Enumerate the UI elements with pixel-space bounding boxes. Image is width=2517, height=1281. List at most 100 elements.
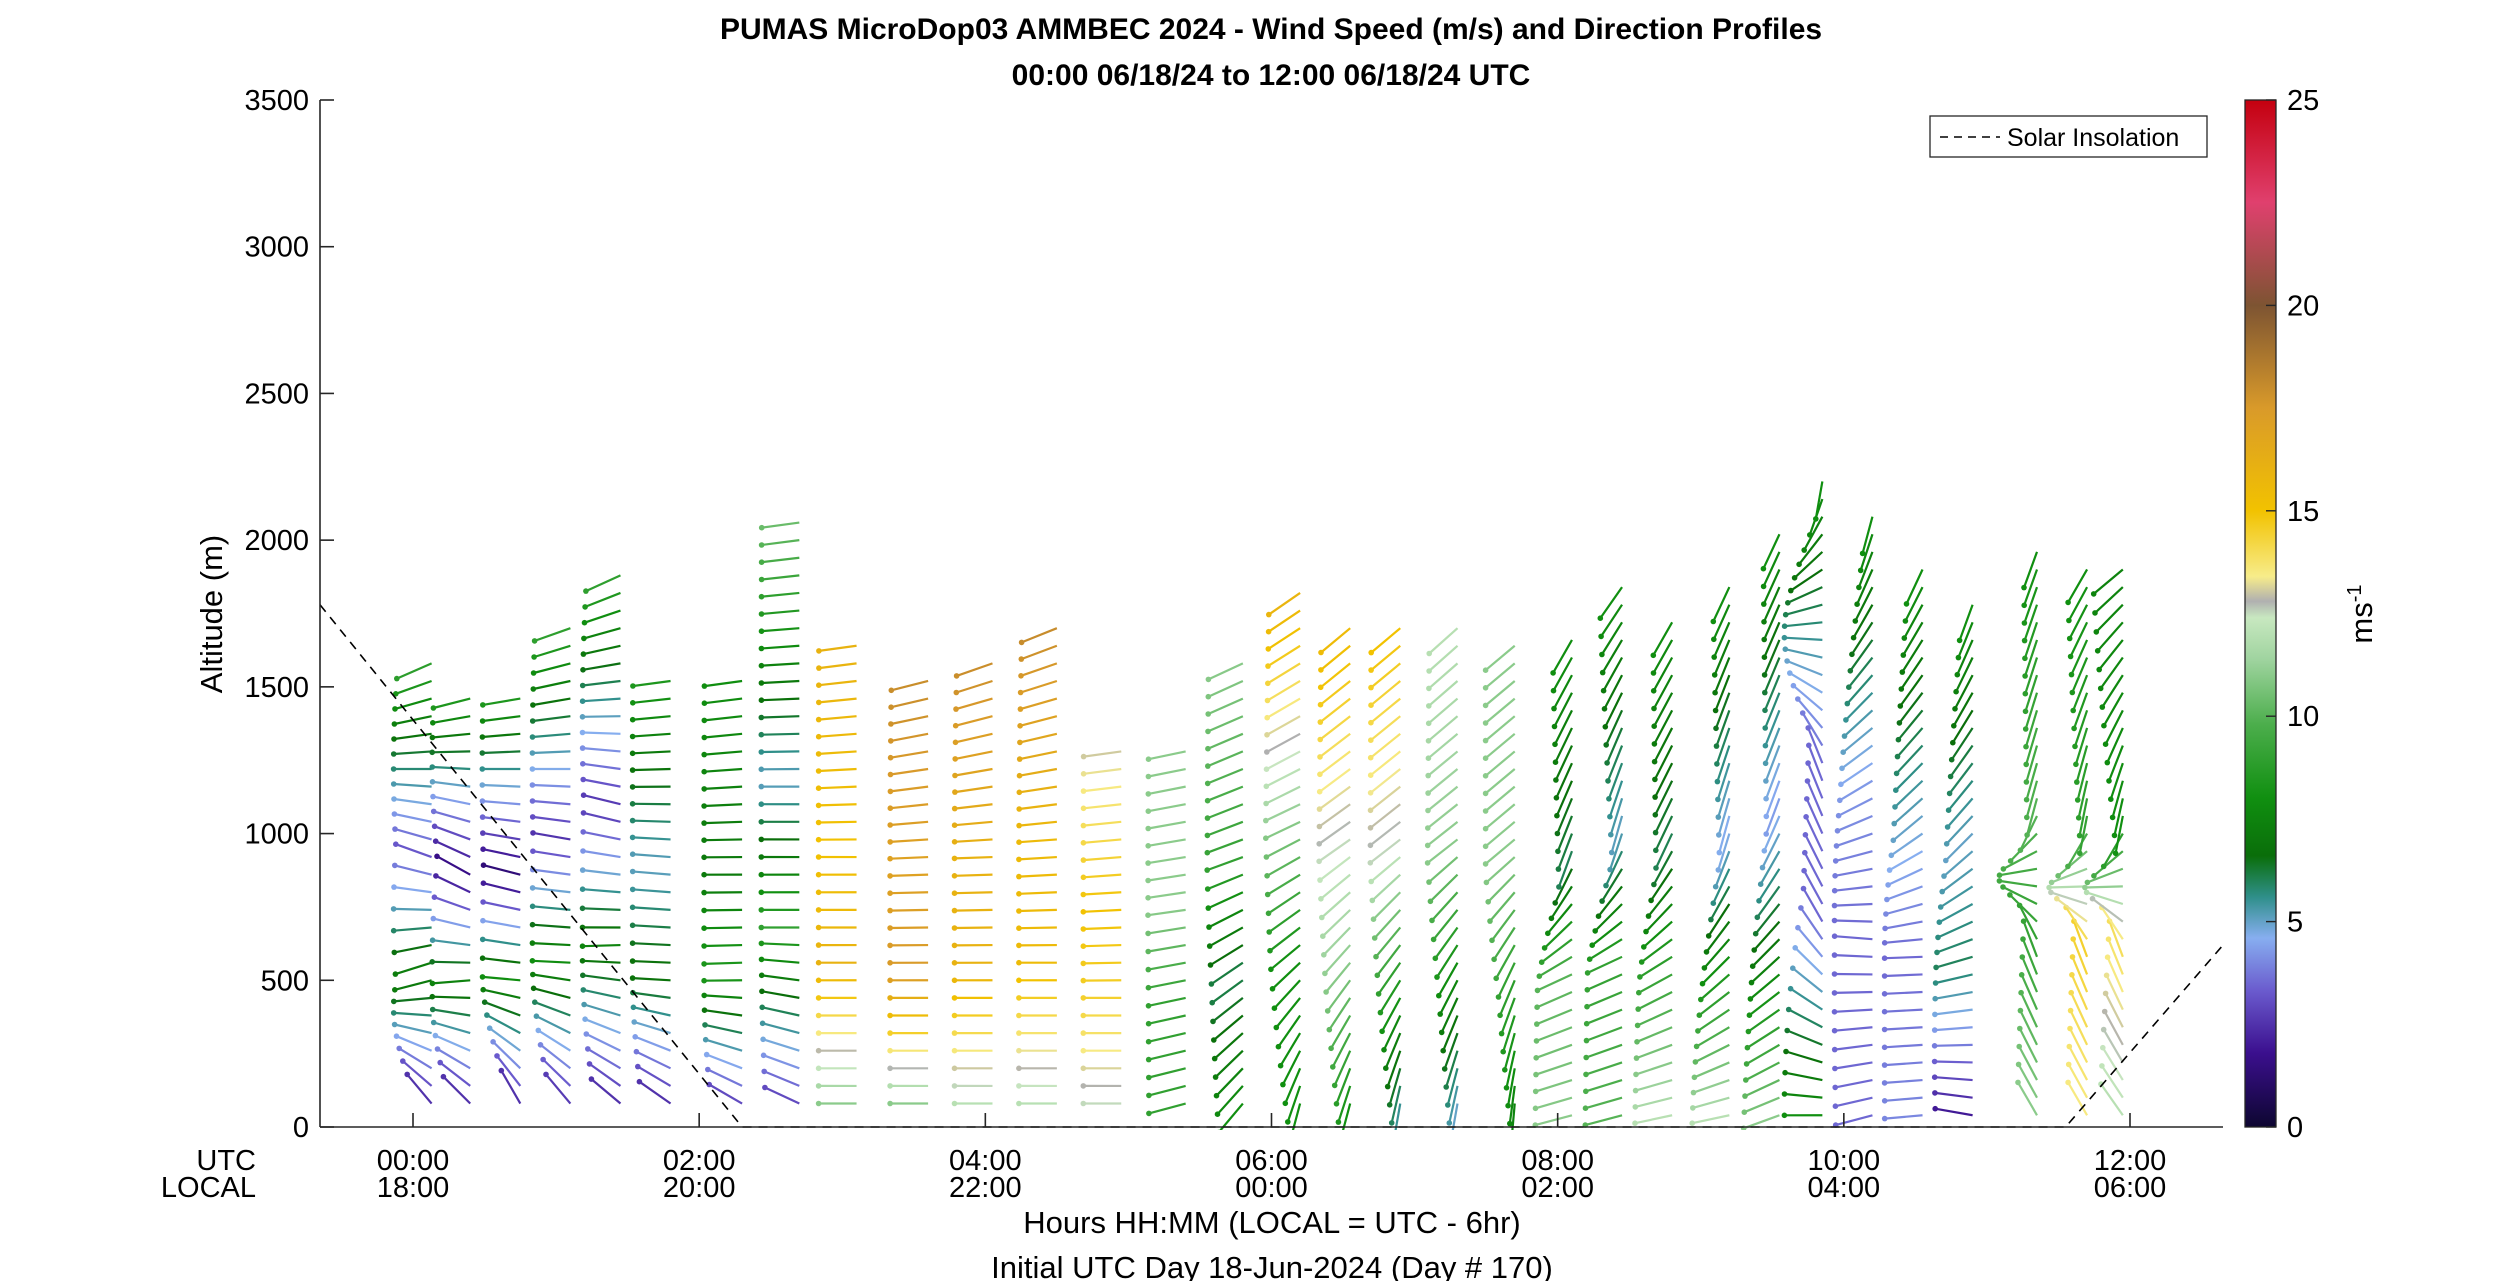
wind-barb-tip	[815, 1083, 822, 1089]
wind-barb-tip	[1715, 814, 1722, 820]
wind-barb-shaft	[761, 958, 800, 964]
wind-barb-tip	[1204, 797, 1211, 804]
wind-barb-shaft	[1209, 926, 1244, 948]
wind-barb-tip	[2022, 726, 2029, 732]
y-tick-label: 3500	[244, 85, 309, 117]
wind-barb-tip	[1503, 1085, 1510, 1091]
wind-barb-shaft	[707, 1068, 743, 1087]
colorbar-tick-label: 15	[2287, 496, 2319, 528]
wind-barb-shaft	[1267, 644, 1301, 668]
wind-barb-shaft	[1949, 744, 1974, 778]
wind-barb-shaft	[1703, 938, 1731, 969]
wind-barb-shaft	[393, 750, 432, 756]
wind-barb-tip	[1762, 707, 1768, 714]
wind-barb-shaft	[1937, 920, 1974, 939]
wind-barb-shaft	[582, 974, 621, 982]
wind-barb-tip	[701, 992, 707, 999]
x-axis-label-line-1: Hours HH:MM (LOCAL = UTC - 6hr)	[1023, 1205, 1521, 1240]
wind-barb-tip	[887, 995, 893, 1001]
wind-barb-tip	[1205, 905, 1212, 911]
wind-barb-shaft	[1765, 780, 1781, 817]
wind-barb-shaft	[1634, 1114, 1673, 1125]
wind-barb-tip	[1795, 696, 1801, 702]
wind-barb-tip	[701, 854, 707, 861]
wind-barb-shaft	[1653, 692, 1674, 727]
wind-barb-tip	[2020, 936, 2026, 942]
wind-barb-shaft	[1697, 1008, 1730, 1032]
wind-barb-shaft	[954, 750, 993, 760]
wind-barb-tip	[1846, 684, 1852, 690]
wind-barb-shaft	[1484, 715, 1516, 742]
wind-barb-tip	[1209, 999, 1215, 1006]
wind-barb-shaft	[1018, 838, 1057, 844]
wind-barb-tip	[1692, 1059, 1699, 1065]
wind-barb-shaft	[954, 785, 993, 794]
wind-barb-tip	[701, 768, 707, 775]
wind-barb-shaft	[1842, 727, 1874, 754]
wind-barb-tip	[2096, 666, 2102, 673]
x-tick-label-utc: 04:00	[949, 1145, 1022, 1177]
wind-barb-shaft	[1554, 727, 1573, 763]
wind-barb-tip	[815, 733, 822, 740]
wind-barb-tip	[1881, 1044, 1888, 1051]
wind-barb-tip	[1145, 966, 1152, 973]
wind-barb-tip	[887, 942, 893, 949]
wind-barb-tip	[530, 985, 537, 992]
wind-barb-tip	[430, 793, 436, 800]
wind-barb-tip	[1833, 843, 1840, 849]
wind-barb-shaft	[1764, 745, 1781, 782]
wind-barb-tip	[2111, 832, 2118, 839]
wind-barb-tip	[1937, 904, 1944, 910]
wind-barb-shaft	[1936, 938, 1973, 954]
wind-barb-tip	[887, 822, 893, 828]
wind-barb-tip	[1650, 688, 1657, 694]
wind-barb-tip	[1080, 822, 1087, 829]
wind-barb-tip	[1796, 561, 1802, 568]
wind-barb-shaft	[1884, 1008, 1923, 1013]
wind-barb-shaft	[1647, 885, 1673, 917]
wind-barb-shaft	[1543, 920, 1573, 949]
wind-barb-tip	[888, 687, 895, 694]
wind-barb-tip	[1550, 670, 1556, 676]
wind-barb-shaft	[704, 785, 743, 790]
wind-barb-shaft	[632, 906, 671, 911]
wind-barb-tip	[2074, 797, 2081, 803]
wind-barb-tip	[1017, 723, 1023, 729]
wind-barb-tip	[1145, 825, 1151, 832]
wind-barb-shaft	[1934, 1091, 1973, 1099]
wind-barb-tip	[529, 885, 536, 891]
wind-barb-shaft	[1707, 903, 1731, 937]
wind-barb-tip	[2100, 863, 2107, 870]
wind-barb-tip	[887, 839, 893, 845]
wind-barb-tip	[636, 1078, 643, 1085]
wind-barb-tip	[1381, 1047, 1387, 1053]
wind-barb-shaft	[890, 908, 929, 912]
wind-barb-shaft	[704, 1009, 743, 1017]
wind-barb-shaft	[1884, 920, 1923, 930]
wind-barb-tip	[1324, 1008, 1331, 1014]
wind-barb-tip	[1145, 1003, 1152, 1009]
wind-barb-shaft	[582, 778, 621, 788]
wind-barb-shaft	[1712, 604, 1731, 640]
wind-barb-tip	[433, 873, 439, 879]
wind-barb-tip	[1204, 780, 1211, 787]
wind-barb-shaft	[1934, 1026, 1973, 1032]
wind-barb-shaft	[761, 732, 800, 736]
wind-barb-shaft	[1834, 885, 1873, 892]
wind-barb-tip	[1375, 991, 1382, 997]
wind-barb-tip	[2100, 1026, 2107, 1033]
wind-barb-shaft	[394, 943, 432, 954]
wind-barb-tip	[1211, 1055, 1218, 1062]
wind-barb-shaft	[954, 855, 993, 860]
wind-barb-shaft	[818, 803, 857, 807]
wind-barb-shaft	[890, 873, 929, 877]
wind-barb-shaft	[706, 1053, 743, 1070]
wind-barb-shaft	[1934, 1060, 1973, 1064]
wind-barb-shaft	[1935, 1107, 1973, 1117]
wind-barb-tip	[1582, 1105, 1589, 1111]
wind-barb-shaft	[532, 959, 571, 964]
wind-barb-shaft	[1267, 609, 1301, 633]
wind-barb-tip	[1205, 763, 1211, 769]
wind-barb-tip	[1552, 759, 1559, 765]
wind-barb-tip	[1651, 881, 1657, 888]
